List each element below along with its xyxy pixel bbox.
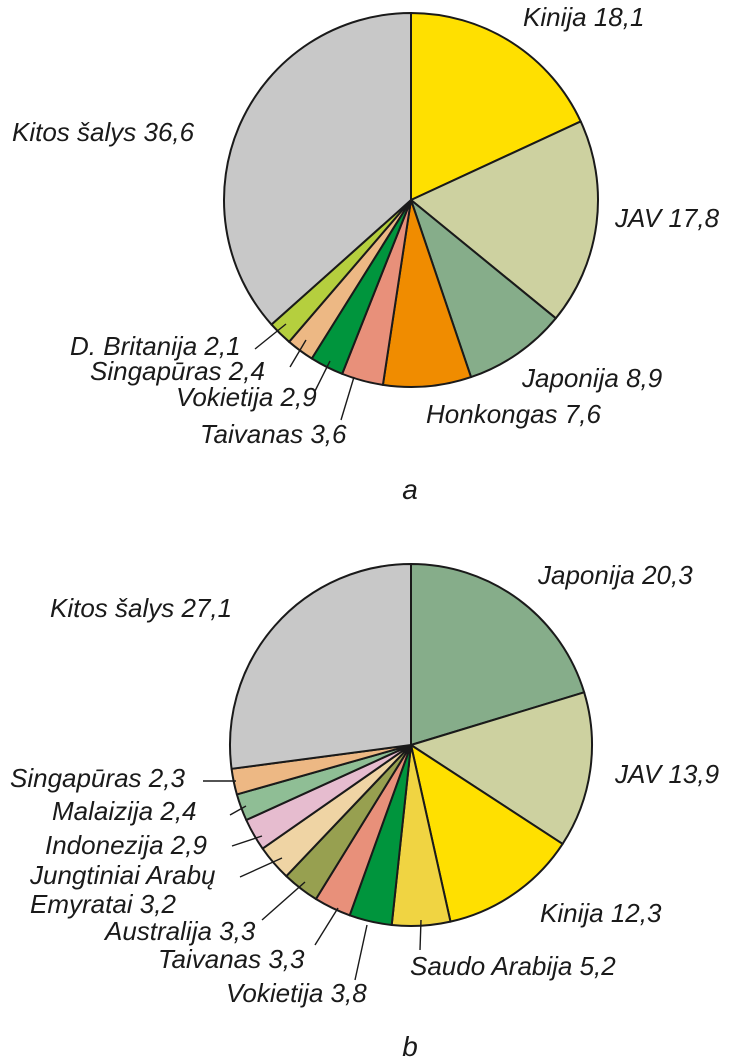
slice-label-line: Jungtiniai Arabų bbox=[29, 860, 216, 890]
leader-line-malaizija-2-4 bbox=[229, 805, 247, 816]
pie-chart-a: Kinija 18,1 JAV 17,8 Japonija 8,9 Honkongas… bbox=[12, 2, 720, 449]
chart-a-caption: a bbox=[402, 474, 418, 505]
slice-label-taivanas-3-3: Taivanas 3,3 bbox=[158, 944, 305, 974]
leader-line-vokietija-3-8 bbox=[354, 924, 368, 981]
slice-label-japonija-20-3: Japonija 20,3 bbox=[537, 560, 693, 590]
leader-line-taivanas-3-6 bbox=[340, 376, 355, 421]
slice-kitos-salys-27-1 bbox=[229, 563, 412, 770]
slice-kinija-12-3 bbox=[410, 744, 564, 923]
slice-label-saudo-arabija-5-2: Saudo Arabija 5,2 bbox=[410, 951, 616, 981]
slice-label-d-britanija-2-1: D. Britanija 2,1 bbox=[70, 331, 241, 361]
leader-line-indonezija-2-9 bbox=[231, 835, 263, 847]
slice-label-honkongas-7-6: Honkongas 7,6 bbox=[426, 399, 601, 429]
leader-line-jungtiniai-arabu-emyratai-3-2 bbox=[239, 857, 283, 878]
slice-label-kitos-salys-27-1: Kitos šalys 27,1 bbox=[50, 593, 232, 623]
slice-jav-13-9 bbox=[410, 691, 593, 845]
slice-label-japonija-8-9: Japonija 8,9 bbox=[521, 363, 662, 393]
leader-line-taivanas-3-3 bbox=[314, 907, 339, 946]
slice-label-jungtiniai-arabu-emyratai-3-2: Jungtiniai Arabų Emyratai 3,2 bbox=[29, 860, 216, 919]
leader-line-d-britanija-2-1 bbox=[254, 323, 287, 350]
slice-label-kitos-salys-36-6: Kitos šalys 36,6 bbox=[12, 117, 195, 147]
slice-japonija-20-3 bbox=[410, 563, 586, 746]
slice-label-kinija-12-3: Kinija 12,3 bbox=[540, 898, 662, 928]
slice-label-line: Emyratai 3,2 bbox=[30, 889, 176, 919]
slice-label-malaizija-2-4: Malaizija 2,4 bbox=[52, 796, 197, 826]
slice-label-jav-17-8: JAV 17,8 bbox=[614, 203, 720, 233]
leader-line-saudo-arabija-5-2 bbox=[419, 919, 422, 951]
pie-chart-b: Japonija 20,3 JAV 13,9 Kinija 12,3 Saudo Ar… bbox=[10, 560, 719, 1008]
slice-label-vokietija-3-8: Vokietija 3,8 bbox=[226, 978, 367, 1008]
slice-label-vokietija-2-9: Vokietija 2,9 bbox=[176, 382, 317, 412]
slice-label-taivanas-3-6: Taivanas 3,6 bbox=[200, 419, 347, 449]
leader-line-singapuras-2-4 bbox=[289, 339, 307, 368]
slice-japonija-8-9 bbox=[410, 199, 557, 379]
slice-label-kinija-18-1: Kinija 18,1 bbox=[523, 2, 644, 32]
chart-b-caption: b bbox=[402, 1031, 418, 1062]
slice-label-australija-3-3: Australija 3,3 bbox=[103, 916, 256, 946]
slice-label-singapuras-2-4: Singapūras 2,4 bbox=[90, 356, 265, 386]
leader-line-australija-3-3 bbox=[261, 881, 306, 921]
slice-jav-17-8 bbox=[410, 120, 599, 320]
slice-kitos-salys-36-6 bbox=[223, 12, 412, 326]
slice-kinija-18-1 bbox=[410, 12, 582, 201]
slice-label-indonezija-2-9: Indonezija 2,9 bbox=[45, 830, 207, 860]
slice-label-jav-13-9: JAV 13,9 bbox=[614, 759, 719, 789]
slice-label-singapuras-2-3: Singapūras 2,3 bbox=[10, 763, 185, 793]
leader-line-vokietija-2-9 bbox=[314, 360, 331, 392]
